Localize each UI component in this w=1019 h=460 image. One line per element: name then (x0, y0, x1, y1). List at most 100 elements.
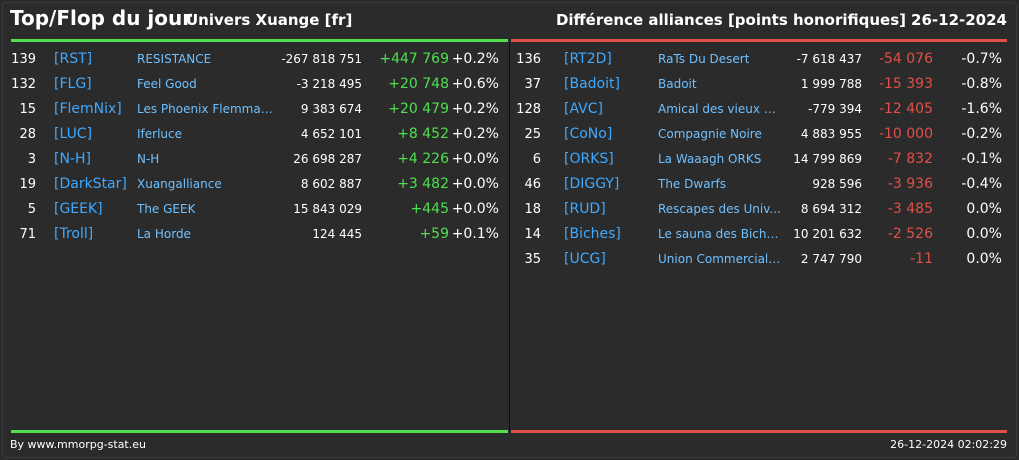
alliance-percent: +0.0% (451, 201, 499, 217)
alliance-tag-link[interactable]: [ORKS] (564, 151, 614, 167)
alliance-diff: -10 000 (878, 126, 933, 142)
alliance-points: 8 602 887 (300, 177, 362, 191)
alliance-tag-link[interactable]: [RUD] (564, 201, 606, 217)
alliance-points: -779 394 (808, 102, 862, 116)
alliance-percent: +0.1% (451, 226, 499, 242)
alliance-name-link[interactable]: N-H (137, 152, 160, 166)
alliance-name-link[interactable]: Rescapes des Univ... (658, 202, 781, 216)
alliance-name-link[interactable]: Xuangalliance (137, 177, 222, 191)
alliance-name-link[interactable]: Le sauna des Biche... (658, 227, 782, 241)
alliance-diff: +4 226 (397, 151, 449, 167)
alliance-points: 9 383 674 (300, 102, 362, 116)
alliance-percent: -1.6% (961, 101, 1002, 117)
top-panel: 139 [RST] RESISTANCE -267 818 751 +447 769 +0… (10, 48, 502, 248)
alliance-tag-link[interactable]: [Biches] (564, 226, 621, 242)
alliance-points: 4 883 955 (800, 127, 862, 141)
alliance-rank: 19 (19, 177, 36, 192)
alliance-rank: 132 (11, 77, 36, 92)
alliance-tag-link[interactable]: [RST] (54, 51, 93, 67)
alliance-name-link[interactable]: Compagnie Noire (658, 127, 762, 141)
alliance-tag-link[interactable]: [LUC] (54, 126, 93, 142)
alliance-tag-link[interactable]: [Troll] (54, 226, 94, 242)
alliance-rank: 28 (19, 127, 36, 142)
alliance-points: 1 999 788 (800, 77, 862, 91)
alliance-tag-link[interactable]: [DarkStar] (54, 176, 127, 192)
alliance-tag-link[interactable]: [Badoit] (564, 76, 620, 92)
alliance-percent: +0.2% (451, 126, 499, 142)
alliance-rank: 35 (524, 252, 541, 267)
alliance-name-link[interactable]: Amical des vieux co... (658, 102, 782, 116)
alliance-points: -267 818 751 (281, 52, 362, 66)
top-footer-bar (11, 430, 508, 433)
alliance-rank: 136 (516, 52, 541, 67)
universe-label: Univers Xuange [fr] (186, 11, 353, 29)
alliance-points: -3 218 495 (296, 77, 362, 91)
alliance-name-link[interactable]: RESISTANCE (137, 52, 212, 66)
alliance-name-link[interactable]: Badoit (658, 77, 697, 91)
alliance-name-link[interactable]: The GEEK (137, 202, 196, 216)
alliance-tag-link[interactable]: [RT2D] (564, 51, 612, 67)
alliance-diff: -54 076 (878, 51, 933, 67)
alliance-rank: 15 (19, 102, 36, 117)
alliance-points: 928 596 (812, 177, 862, 191)
alliance-diff: -12 405 (878, 101, 933, 117)
alliance-rank: 14 (524, 227, 541, 242)
alliance-diff: +3 482 (397, 176, 449, 192)
alliance-rank: 6 (532, 152, 541, 167)
generated-timestamp: 26-12-2024 02:02:29 (890, 438, 1007, 451)
alliance-tag-link[interactable]: [DIGGY] (564, 176, 620, 192)
alliance-diff: +447 769 (379, 51, 449, 67)
alliance-percent: +0.2% (451, 101, 499, 117)
page-title: Top/Flop du jour (10, 6, 193, 30)
alliance-name-link[interactable]: Les Phoenix Flemmards (137, 102, 277, 116)
flop-table-row: 37 [Badoit] Badoit 1 999 788 -15 393 -0.8% (513, 73, 1005, 98)
alliance-name-link[interactable]: Iferluce (137, 127, 182, 141)
alliance-rank: 25 (524, 127, 541, 142)
alliance-tag-link[interactable]: [CoNo] (564, 126, 613, 142)
date-label: 26-12-2024 (911, 11, 1007, 29)
alliance-points: -7 618 437 (796, 52, 862, 66)
alliance-name-link[interactable]: RaTs Du Desert (658, 52, 750, 66)
alliance-diff: -15 393 (878, 76, 933, 92)
panel-divider (509, 42, 510, 432)
alliance-percent: 0.0% (966, 201, 1002, 217)
alliance-tag-link[interactable]: [AVC] (564, 101, 603, 117)
alliance-percent: +0.2% (451, 51, 499, 67)
top-table-row: 15 [FlemNix] Les Phoenix Flemmards 9 383 67… (10, 98, 502, 123)
alliance-percent: 0.0% (966, 226, 1002, 242)
flop-header-bar (511, 39, 1007, 42)
alliance-diff: -3 936 (887, 176, 933, 192)
alliance-tag-link[interactable]: [UCG] (564, 251, 606, 267)
alliance-tag-link[interactable]: [FlemNix] (54, 101, 122, 117)
flop-footer-bar (511, 430, 1007, 433)
flop-table-row: 6 [ORKS] La Waaagh ORKS 14 799 869 -7 832 -0.… (513, 148, 1005, 173)
flop-table-row: 14 [Biches] Le sauna des Biche... 10 201 63… (513, 223, 1005, 248)
flop-table-row: 136 [RT2D] RaTs Du Desert -7 618 437 -54 076… (513, 48, 1005, 73)
flop-table-row: 18 [RUD] Rescapes des Univ... 8 694 312 -3 4… (513, 198, 1005, 223)
alliance-name-link[interactable]: Feel Good (137, 77, 197, 91)
flop-panel: 136 [RT2D] RaTs Du Desert -7 618 437 -54 076… (513, 48, 1005, 273)
alliance-diff: -11 (910, 251, 933, 267)
alliance-points: 14 799 869 (793, 152, 862, 166)
alliance-tag-link[interactable]: [GEEK] (54, 201, 103, 217)
alliance-rank: 3 (27, 152, 36, 167)
alliance-rank: 71 (19, 227, 36, 242)
alliance-percent: +0.0% (451, 151, 499, 167)
alliance-points: 4 652 101 (300, 127, 362, 141)
alliance-name-link[interactable]: Union Commerciale... (658, 252, 782, 266)
alliance-name-link[interactable]: La Horde (137, 227, 191, 241)
alliance-points: 15 843 029 (293, 202, 362, 216)
alliance-rank: 128 (516, 102, 541, 117)
alliance-name-link[interactable]: La Waaagh ORKS (658, 152, 762, 166)
alliance-percent: -0.2% (961, 126, 1002, 142)
alliance-diff: +59 (419, 226, 449, 242)
alliance-name-link[interactable]: The Dwarfs (658, 177, 726, 191)
alliance-rank: 18 (524, 202, 541, 217)
top-table-row: 19 [DarkStar] Xuangalliance 8 602 887 +3 482… (10, 173, 502, 198)
alliance-tag-link[interactable]: [N-H] (54, 151, 91, 167)
alliance-rank: 5 (27, 202, 36, 217)
alliance-rank: 46 (524, 177, 541, 192)
alliance-percent: 0.0% (966, 251, 1002, 267)
alliance-percent: -0.4% (961, 176, 1002, 192)
alliance-tag-link[interactable]: [FLG] (54, 76, 92, 92)
